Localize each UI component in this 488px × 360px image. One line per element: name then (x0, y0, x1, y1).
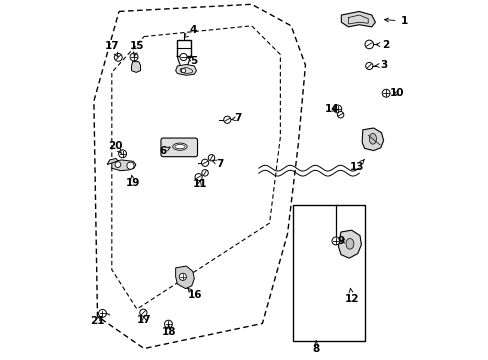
Circle shape (180, 53, 187, 60)
Text: 1: 1 (384, 16, 407, 26)
Circle shape (382, 89, 389, 97)
Bar (292, 205, 364, 341)
Text: 14: 14 (325, 104, 339, 114)
Circle shape (181, 68, 185, 73)
Circle shape (119, 150, 126, 158)
Polygon shape (175, 266, 194, 289)
Polygon shape (341, 12, 375, 27)
Ellipse shape (175, 144, 184, 149)
Circle shape (195, 174, 202, 181)
Polygon shape (131, 62, 140, 72)
Text: 7: 7 (231, 113, 241, 123)
FancyBboxPatch shape (161, 138, 197, 157)
Text: 11: 11 (192, 179, 206, 189)
Circle shape (337, 112, 343, 118)
Polygon shape (175, 64, 196, 75)
Polygon shape (107, 158, 118, 165)
Circle shape (364, 40, 373, 49)
Circle shape (223, 116, 230, 123)
Ellipse shape (368, 134, 376, 144)
Text: 2: 2 (375, 40, 389, 50)
Text: 13: 13 (349, 159, 364, 172)
Text: 9: 9 (337, 236, 344, 246)
Text: 15: 15 (129, 41, 144, 57)
Text: 6: 6 (159, 146, 170, 156)
Text: 20: 20 (108, 141, 122, 154)
Bar (177, 40, 190, 56)
Circle shape (331, 237, 339, 245)
Ellipse shape (346, 238, 353, 249)
Circle shape (164, 320, 172, 328)
Circle shape (114, 53, 122, 61)
Text: 10: 10 (389, 88, 404, 98)
Circle shape (126, 162, 134, 169)
Text: 8: 8 (312, 341, 319, 354)
Circle shape (365, 62, 372, 69)
Circle shape (140, 309, 147, 316)
Circle shape (333, 105, 341, 113)
Circle shape (201, 159, 208, 166)
Text: 12: 12 (344, 288, 359, 304)
Text: 7: 7 (212, 159, 224, 169)
Polygon shape (362, 128, 383, 150)
Circle shape (179, 273, 186, 280)
Circle shape (99, 310, 106, 318)
Text: 5: 5 (187, 55, 198, 66)
Text: 3: 3 (374, 60, 386, 70)
Circle shape (130, 53, 138, 61)
Polygon shape (338, 230, 361, 258)
Text: 21: 21 (90, 316, 104, 325)
Text: 17: 17 (104, 41, 119, 57)
Text: 17: 17 (137, 315, 151, 325)
Text: 18: 18 (162, 325, 176, 337)
Ellipse shape (172, 143, 187, 150)
Polygon shape (112, 160, 136, 171)
Text: 19: 19 (126, 175, 140, 188)
Text: 16: 16 (187, 288, 202, 301)
Text: 4: 4 (184, 25, 197, 37)
Circle shape (115, 162, 121, 167)
Circle shape (202, 170, 208, 176)
Circle shape (208, 154, 214, 161)
